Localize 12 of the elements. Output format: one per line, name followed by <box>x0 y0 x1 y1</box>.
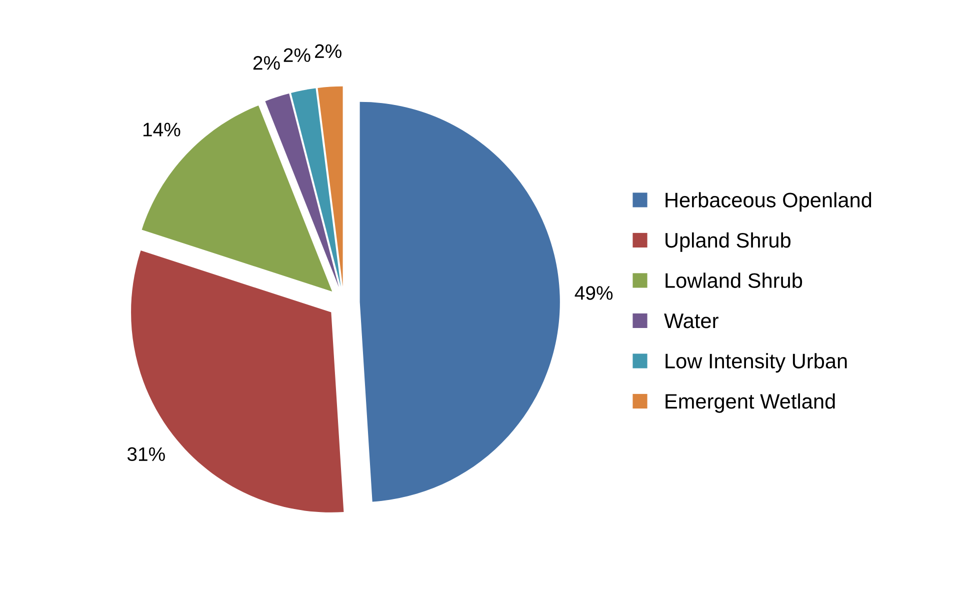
legend-label: Lowland Shrub <box>666 272 802 288</box>
legend-label: Herbaceous Openland <box>666 192 872 212</box>
legend-label: Low Intensity Urban <box>666 353 847 373</box>
data-label: 49% <box>574 286 613 300</box>
data-label: 31% <box>127 447 165 462</box>
data-label: 2% <box>284 48 310 62</box>
data-label: 2% <box>253 56 280 70</box>
legend-label: Water <box>664 314 718 328</box>
legend-label: Upland Shrub <box>666 232 790 252</box>
legend-label: Emergent Wetland <box>666 393 835 413</box>
data-label: 14% <box>143 122 180 136</box>
data-label: 2% <box>315 44 342 58</box>
